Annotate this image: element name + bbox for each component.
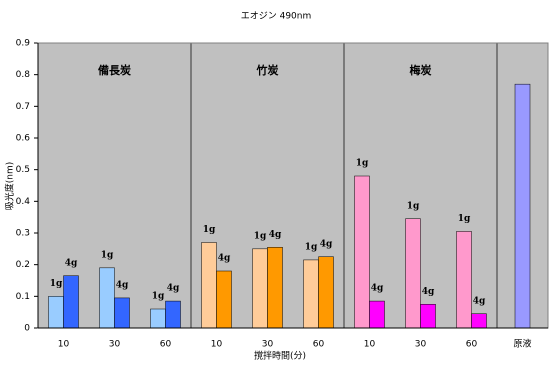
data-label: 4g xyxy=(116,280,129,290)
group-label: 備長炭 xyxy=(98,63,131,77)
group-label: 竹炭 xyxy=(256,63,279,77)
bar xyxy=(405,218,421,329)
data-label: 4g xyxy=(422,287,435,297)
x-tick-label: 60 xyxy=(313,340,325,350)
data-label: 4g xyxy=(320,239,333,249)
x-tick-label: 30 xyxy=(262,340,274,350)
bar xyxy=(150,308,166,329)
data-label: 1g xyxy=(305,242,318,252)
data-label: 4g xyxy=(269,230,282,240)
x-tick-label: 60 xyxy=(160,340,172,350)
bar xyxy=(63,275,79,329)
y-tick-label: 0.8 xyxy=(16,70,31,80)
bar xyxy=(201,242,217,329)
data-label: 4g xyxy=(167,284,180,294)
bar xyxy=(471,313,487,329)
y-axis-label: 吸光度(nm) xyxy=(4,162,16,211)
bar xyxy=(267,247,283,329)
data-label: 1g xyxy=(356,159,369,169)
y-tick-label: 0.5 xyxy=(16,165,30,175)
x-tick-label: 10 xyxy=(364,340,376,350)
x-tick-label: 30 xyxy=(109,340,121,350)
x-tick-label: 10 xyxy=(211,340,223,350)
bar xyxy=(114,297,130,329)
bar xyxy=(318,256,334,329)
data-label: 4g xyxy=(473,296,486,306)
bar xyxy=(456,231,472,329)
x-tick-label: 10 xyxy=(58,340,70,350)
data-label: 1g xyxy=(203,225,216,235)
bar xyxy=(48,296,64,329)
x-axis-label: 撹拌時間(分) xyxy=(254,350,306,362)
y-tick-label: 0.9 xyxy=(16,39,31,49)
data-label: 1g xyxy=(152,292,165,302)
x-tick-label: 30 xyxy=(415,340,427,350)
x-tick-label: 60 xyxy=(466,340,478,350)
data-label: 4g xyxy=(65,258,78,268)
data-label: 4g xyxy=(371,284,384,294)
bar xyxy=(303,259,319,329)
y-tick-label: 0.2 xyxy=(16,260,30,270)
data-label: 1g xyxy=(254,231,267,241)
y-tick-label: 0.7 xyxy=(16,102,30,112)
bar xyxy=(216,270,232,329)
chart-title: エオジン 490nm xyxy=(241,11,312,22)
data-label: 1g xyxy=(407,201,420,211)
y-tick-label: 0.1 xyxy=(16,292,30,302)
bar xyxy=(420,304,436,329)
data-label: 1g xyxy=(101,250,114,260)
y-tick-label: 0.6 xyxy=(16,134,31,144)
bar xyxy=(165,300,181,329)
data-label: 1g xyxy=(50,279,63,289)
data-label: 4g xyxy=(218,254,231,264)
bar xyxy=(99,267,115,329)
group-label: 梅炭 xyxy=(410,63,432,77)
x-tick-label: 原液 xyxy=(513,338,531,350)
bar xyxy=(514,83,531,329)
y-tick-label: 0 xyxy=(24,324,30,334)
y-tick-label: 0.4 xyxy=(16,197,31,207)
bar xyxy=(369,300,385,329)
data-label: 1g xyxy=(458,214,471,224)
bar xyxy=(354,175,370,329)
bar xyxy=(252,248,268,329)
y-tick-label: 0.3 xyxy=(16,229,30,239)
